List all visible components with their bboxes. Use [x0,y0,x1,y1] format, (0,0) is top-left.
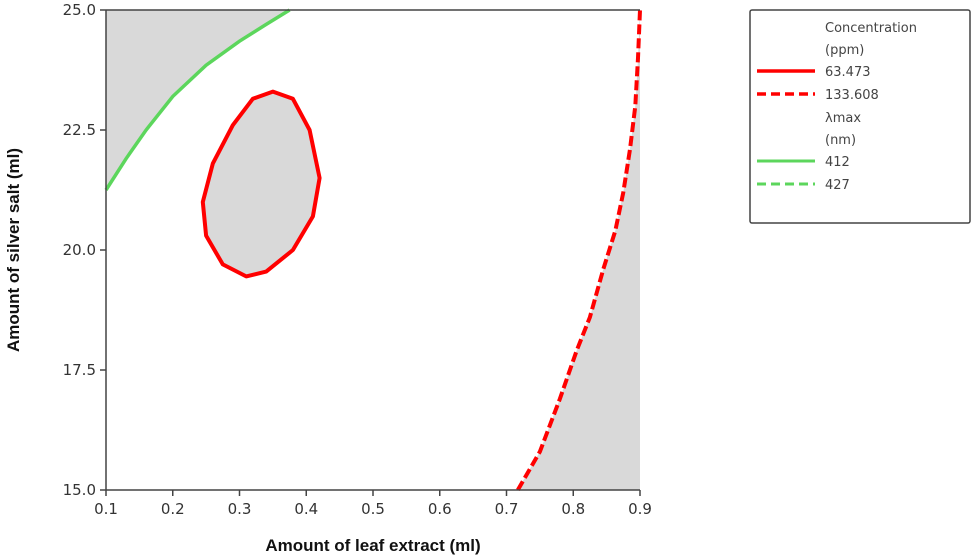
legend-group-unit: (nm) [825,133,856,148]
x-tick-label: 0.5 [361,500,385,518]
legend: Concentration (ppm) 63.473 133.608 λmax (nm) 4… [749,9,971,224]
contour-concentration-133-608 [516,9,642,491]
x-tick-label: 0.1 [94,500,118,518]
legend-entry-label: 63.473 [825,65,871,80]
legend-entry-label: 133.608 [825,88,879,103]
shaded-region-lambda [106,10,290,190]
legend-group-unit: (ppm) [825,43,864,58]
shaded-region-concentration-high [517,10,640,490]
x-tick-label: 0.8 [561,500,585,518]
x-tick-label: 0.6 [428,500,452,518]
y-axis-label: Amount of silver salt (ml) [4,148,23,352]
y-tick-label: 15.0 [63,481,96,499]
contour-concentration-63-473 [200,89,322,279]
x-axis-label: Amount of leaf extract (ml) [265,536,480,555]
x-tick-label: 0.4 [294,500,318,518]
y-tick-label: 17.5 [63,361,96,379]
legend-group-title: Concentration [825,21,917,36]
legend-group-title: λmax [825,111,861,126]
contour-lambda-412 [104,8,291,191]
y-tick-label: 25.0 [63,1,96,19]
x-tick-label: 0.3 [228,500,252,518]
x-tick-label: 0.2 [161,500,185,518]
x-tick-label: 0.9 [628,500,652,518]
x-tick-label: 0.7 [495,500,519,518]
legend-entry-label: 412 [825,155,850,170]
y-tick-label: 22.5 [63,121,96,139]
y-tick-label: 20.0 [63,241,96,259]
legend-entry-label: 427 [825,178,850,193]
